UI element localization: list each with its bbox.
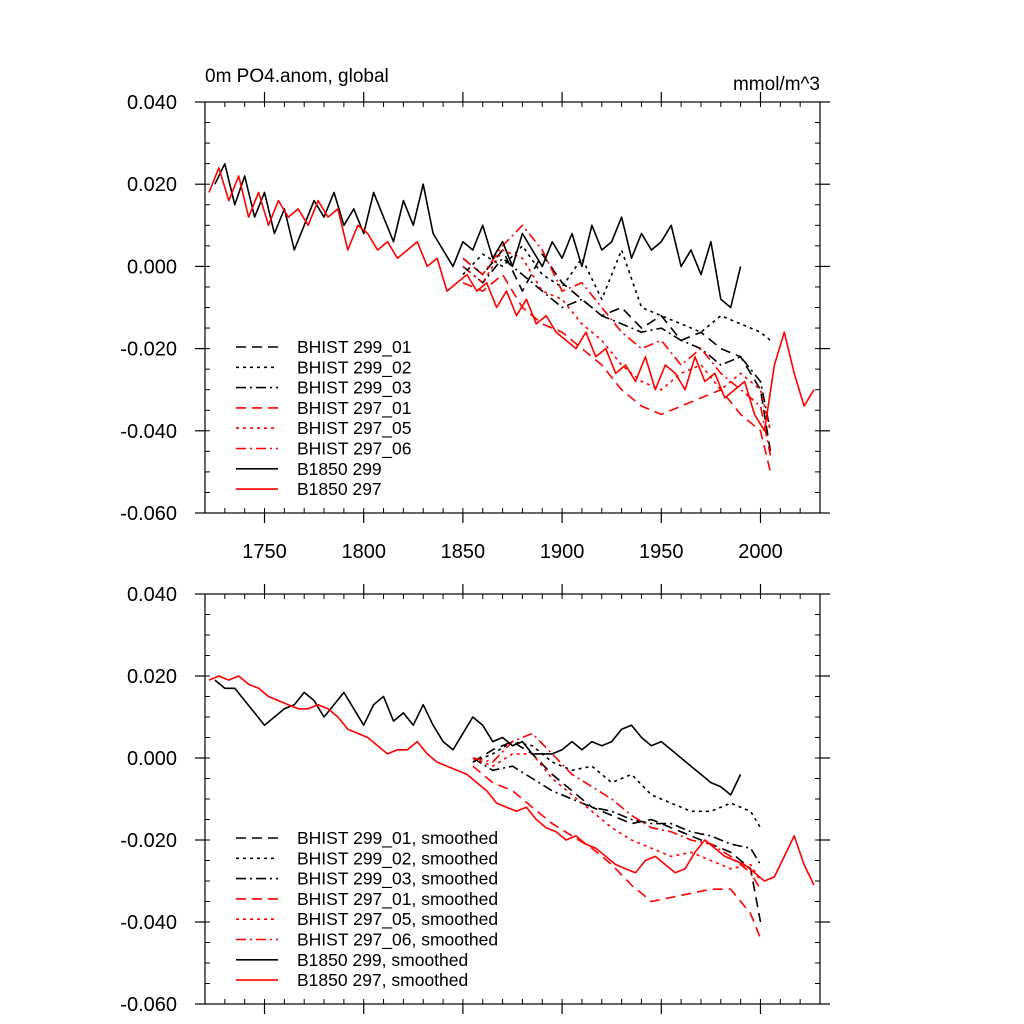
legend-label: B1850 297: [297, 479, 382, 499]
legend-label: BHIST 299_01, smoothed: [297, 828, 498, 849]
y-tick-label: -0.020: [120, 830, 177, 852]
legend-label: BHIST 299_02: [297, 357, 411, 378]
y-tick-label: 0.020: [127, 666, 177, 688]
series-line: [472, 753, 762, 882]
series-line: [462, 249, 772, 431]
y-tick-label: 0.040: [127, 584, 177, 606]
y-tick-label: -0.040: [120, 912, 177, 934]
y-tick-label: -0.040: [120, 421, 177, 443]
y-tick-label: 0.000: [127, 748, 177, 770]
y-tick-label: 0.040: [127, 92, 177, 114]
series-line: [462, 249, 772, 452]
legend-label: BHIST 297_06: [297, 439, 411, 460]
units-label: mmol/m^3: [733, 74, 820, 95]
x-tick-label: 1950: [639, 541, 684, 563]
series-line: [208, 675, 815, 886]
panel-bottom: 0.040 0.020 0.000 -0.020 -0.040 -0.060 BHIST 2…: [120, 584, 830, 1016]
series-line: [214, 679, 742, 796]
y-tick-label: 0.020: [127, 174, 177, 196]
legend-label: B1850 299: [297, 459, 382, 479]
y-tick-label: -0.060: [120, 994, 177, 1016]
legend-label: BHIST 299_02, smoothed: [297, 848, 498, 869]
series-line: [208, 167, 815, 432]
y-tick-label: -0.020: [120, 339, 177, 361]
legend-label: BHIST 299_03, smoothed: [297, 869, 498, 890]
legend-label: BHIST 299_01: [297, 337, 411, 358]
legend-label: BHIST 297_01, smoothed: [297, 889, 498, 910]
y-tick-label: -0.060: [120, 503, 177, 525]
legend-label: BHIST 297_05, smoothed: [297, 909, 498, 930]
legend-label: B1850 299, smoothed: [297, 950, 468, 970]
legend-label: BHIST 297_05: [297, 418, 411, 439]
series-line: [472, 740, 762, 829]
series-line: [472, 732, 762, 890]
series-line: [462, 273, 772, 473]
series-line: [462, 257, 772, 431]
x-tick-label: 2000: [738, 541, 783, 563]
x-tick-label: 1850: [441, 541, 486, 563]
x-tick-label: 1800: [341, 541, 386, 563]
legend-label: B1850 297, smoothed: [297, 970, 468, 990]
panel-top: 1750 1800 1850 1900 1950 2000 0.040 0.020 0.000 -…: [120, 66, 830, 563]
legend-label: BHIST 297_01: [297, 398, 411, 419]
legend-label: BHIST 297_06, smoothed: [297, 930, 498, 951]
chart-title: 0m PO4.anom, global: [205, 66, 389, 87]
series-line: [472, 740, 762, 923]
series-line: [472, 765, 762, 939]
y-tick-label: 0.000: [127, 256, 177, 278]
legend-label: BHIST 299_03: [297, 378, 411, 399]
series-line: [214, 162, 742, 309]
x-tick-label: 1750: [242, 541, 287, 563]
series-line: [472, 757, 762, 866]
x-tick-label: 1900: [540, 541, 585, 563]
